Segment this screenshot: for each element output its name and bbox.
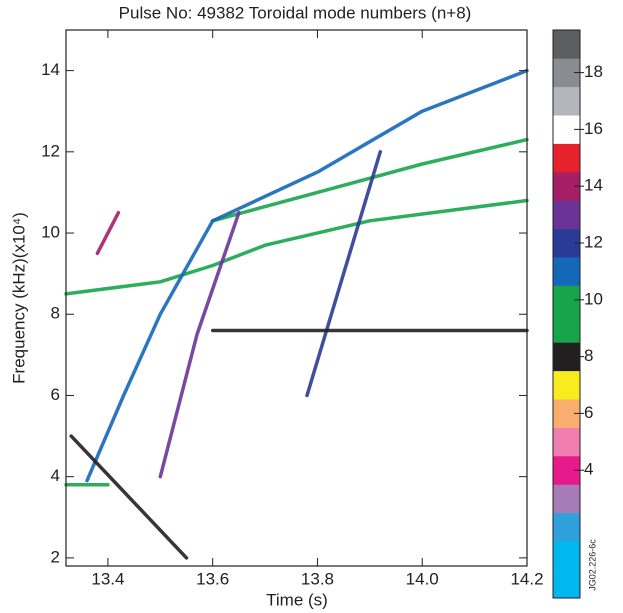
figure-id: JG02.226-6c bbox=[587, 539, 597, 591]
colorbar-tick-label: 14 bbox=[584, 176, 603, 195]
mode-trace bbox=[69, 434, 189, 560]
colorbar-band bbox=[553, 143, 580, 173]
y-tick-label: 8 bbox=[51, 304, 60, 323]
colorbar-band bbox=[553, 370, 580, 400]
y-tick-label: 2 bbox=[51, 547, 60, 566]
colorbar-band bbox=[553, 86, 580, 116]
colorbar-band bbox=[553, 569, 580, 599]
x-tick-label: 14.0 bbox=[406, 569, 439, 588]
colorbar-band bbox=[553, 427, 580, 457]
colorbar-band bbox=[553, 200, 580, 230]
colorbar-band bbox=[553, 257, 580, 286]
colorbar-band bbox=[553, 541, 580, 570]
colorbar-frame bbox=[552, 29, 581, 599]
colorbar-tick-label: 8 bbox=[584, 346, 593, 365]
y-axis-label: Frequency (kHz)(x10⁴) bbox=[9, 212, 28, 384]
colorbar-tick-label: 6 bbox=[584, 403, 593, 422]
plot-frame bbox=[65, 29, 528, 567]
x-axis-label: Time (s) bbox=[266, 590, 328, 609]
y-tick-label: 14 bbox=[41, 60, 60, 79]
mode-trace bbox=[305, 150, 383, 398]
mode-trace bbox=[95, 210, 121, 256]
x-tick-label: 14.2 bbox=[510, 569, 543, 588]
x-tick-label: 13.4 bbox=[91, 569, 124, 588]
colorbar-tick-label: 18 bbox=[584, 62, 603, 81]
y-tick-label: 10 bbox=[41, 223, 60, 242]
mode-trace bbox=[64, 198, 529, 296]
y-tick-label: 6 bbox=[51, 385, 60, 404]
colorbar-band bbox=[553, 512, 580, 542]
mode-trace bbox=[210, 137, 529, 223]
x-tick-label: 13.6 bbox=[196, 569, 229, 588]
colorbar-tick-label: 4 bbox=[584, 460, 593, 479]
mode-trace bbox=[158, 210, 241, 479]
colorbar-band bbox=[553, 314, 580, 343]
y-tick-label: 4 bbox=[51, 466, 60, 485]
mode-trace bbox=[210, 68, 529, 223]
colorbar-tick-label: 16 bbox=[584, 119, 603, 138]
chart-title: Pulse No: 49382 Toroidal mode numbers (n… bbox=[119, 3, 472, 22]
x-tick-label: 13.8 bbox=[301, 569, 334, 588]
colorbar-tick-label: 10 bbox=[584, 289, 603, 308]
colorbar-band bbox=[553, 30, 580, 59]
mode-trace bbox=[85, 219, 215, 483]
y-tick-label: 12 bbox=[41, 141, 60, 160]
colorbar-band bbox=[553, 484, 580, 514]
colorbar-tick-label: 12 bbox=[584, 232, 603, 251]
